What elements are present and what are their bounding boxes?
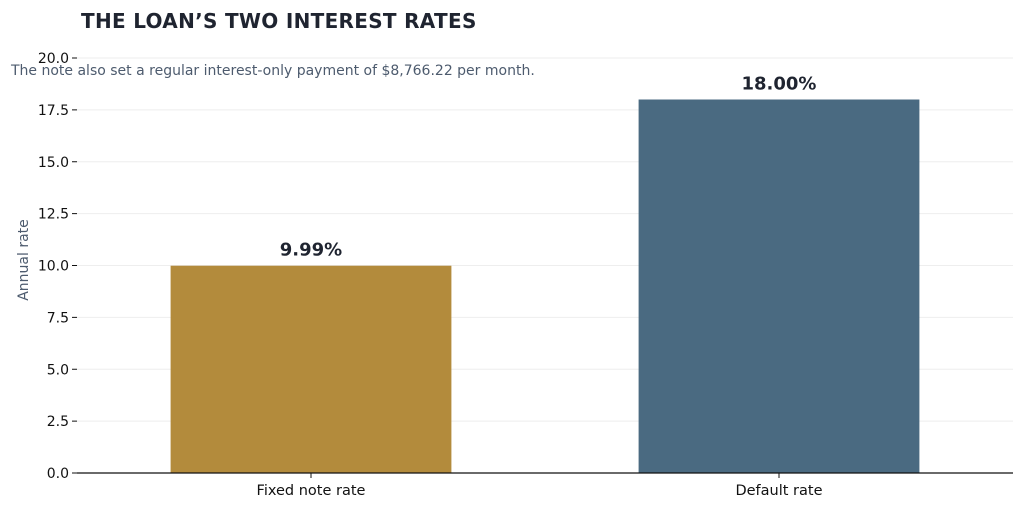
y-tick-label: 10.0 (38, 259, 69, 275)
data-label-layer: 9.99% 18.00% (280, 74, 817, 261)
y-tick-label: 15.0 (38, 155, 69, 171)
bar-default-rate (638, 99, 920, 473)
bar-value-label: 18.00% (742, 74, 817, 95)
bar-fixed-note-rate (170, 265, 452, 473)
x-category-label: Fixed note rate (257, 483, 366, 499)
chart-title: THE LOAN’S TWO INTEREST RATES (81, 9, 477, 33)
y-tick-label: 12.5 (38, 207, 69, 223)
chart-subtitle: The note also set a regular interest-onl… (10, 63, 535, 79)
y-tick-label: 5.0 (47, 362, 69, 378)
y-tick-label: 0.0 (47, 466, 69, 482)
y-axis-label: Annual rate (16, 219, 32, 301)
category-label-layer: Fixed note rate Default rate (257, 473, 823, 499)
y-tick-layer: 0.0 2.5 5.0 7.5 10.0 12.5 15.0 17.5 20.0 (38, 51, 77, 482)
bar-layer (170, 99, 920, 473)
y-tick-label: 17.5 (38, 103, 69, 119)
y-tick-label: 7.5 (47, 310, 69, 326)
bar-value-label: 9.99% (280, 240, 342, 261)
y-tick-label: 20.0 (38, 51, 69, 67)
y-tick-label: 2.5 (47, 414, 69, 430)
x-category-label: Default rate (735, 483, 822, 499)
